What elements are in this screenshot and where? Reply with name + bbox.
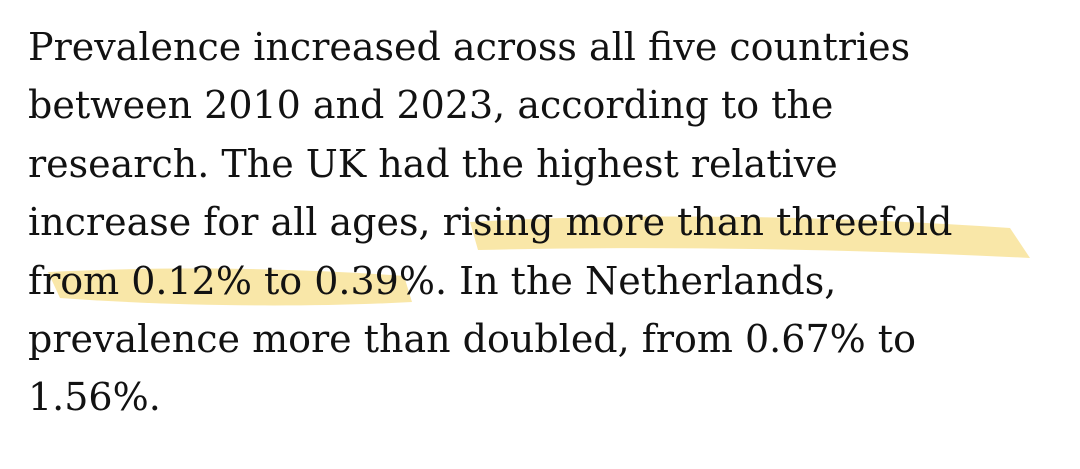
paragraph-line-7: 1.56%.: [28, 375, 161, 420]
paragraph-line-1: Prevalence increased across all five cou…: [28, 25, 911, 69]
paragraph-line-4: increase for all ages, rising more than …: [28, 200, 953, 245]
article-paragraph: Prevalence increased across all five cou…: [28, 18, 1068, 427]
paragraph-line-6: prevalence more than doubled, from 0.67%…: [28, 316, 916, 361]
paragraph-line-2: between 2010 and 2023, according to the: [28, 83, 834, 128]
paragraph-line-5: from 0.12% to 0.39%. In the Netherlands,: [28, 258, 837, 303]
paragraph-line-3: research. The UK had the highest relativ…: [28, 141, 838, 186]
